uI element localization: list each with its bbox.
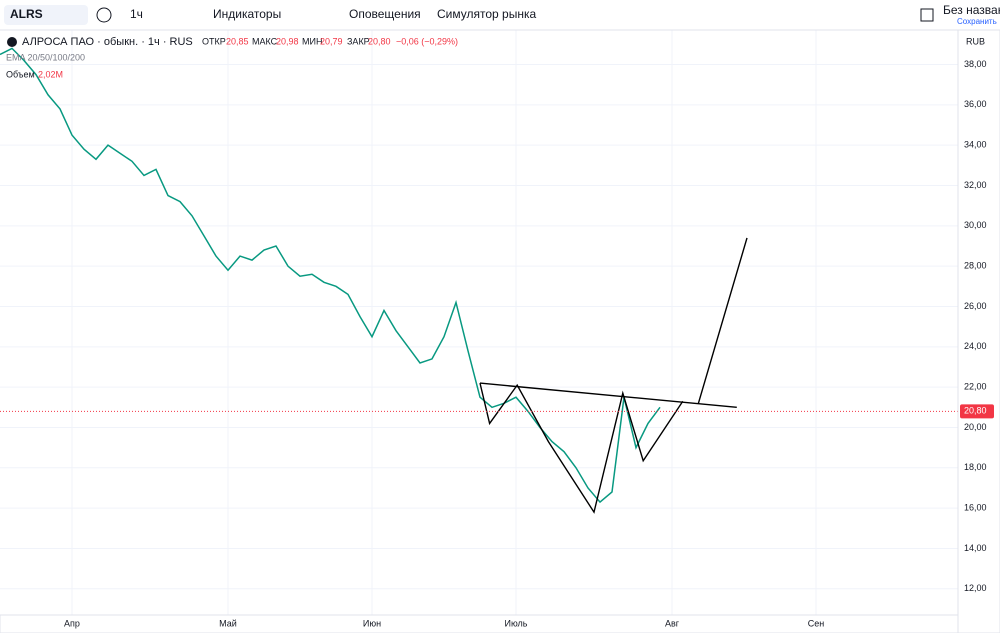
- symbol-box[interactable]: [4, 5, 88, 25]
- toolbar: [0, 0, 1000, 30]
- replay[interactable]: Симулятор рынка: [437, 7, 536, 21]
- currency[interactable]: RUB: [966, 36, 985, 46]
- low: 20,79: [320, 36, 343, 46]
- y-tick-label: 36,00: [964, 99, 987, 109]
- close-label: ЗАКР: [347, 36, 370, 46]
- x-tick-label: Авг: [665, 618, 680, 628]
- y-tick-label: 34,00: [964, 140, 987, 150]
- last-price-badge: [960, 404, 994, 419]
- alerts[interactable]: Оповещения: [349, 7, 421, 21]
- pattern-drawing: [479, 382, 737, 409]
- y-tick-label: 38,00: [964, 59, 987, 69]
- high: 20,98: [276, 36, 299, 46]
- ema: EMA 20/50/100/200: [6, 52, 85, 62]
- y-tick-label: 22,00: [964, 382, 987, 392]
- add-button[interactable]: [96, 7, 112, 23]
- symbol[interactable]: ALRS: [10, 7, 43, 21]
- y-tick-label: 12,00: [964, 583, 987, 593]
- axes: 12,00 14,00 16,00 18,00 20,00 22,00 24,00 26,00…: [64, 59, 994, 628]
- y-tick-label: 26,00: [964, 301, 987, 311]
- x-tick-label: Сен: [808, 618, 825, 628]
- low-label: МИН: [302, 36, 322, 46]
- layout-checkbox[interactable]: [920, 8, 934, 22]
- pattern-drawing: [479, 382, 684, 514]
- high-label: МАКС: [252, 36, 278, 46]
- open: 20,85: [226, 36, 249, 46]
- layout-name[interactable]: Без названия: [943, 3, 1000, 17]
- volume: 2,02M: [38, 69, 63, 79]
- y-tick-label: 30,00: [964, 220, 987, 230]
- y-tick-label: 32,00: [964, 180, 987, 190]
- y-tick-label: 20,00: [964, 422, 987, 432]
- change: −0,06 (−0,29%): [396, 36, 458, 46]
- y-tick-label: 28,00: [964, 261, 987, 271]
- interval[interactable]: 1ч: [130, 7, 143, 21]
- close: 20,80: [368, 36, 391, 46]
- x-tick-label: Апр: [64, 618, 80, 628]
- open-label: ОТКР: [202, 36, 226, 46]
- x-tick-label: Июль: [505, 618, 528, 628]
- volume-label: Объем: [6, 69, 35, 79]
- symbol-logo: [7, 37, 17, 47]
- y-tick-label: 14,00: [964, 543, 987, 553]
- indicators[interactable]: Индикаторы: [213, 7, 281, 21]
- last-price-label: 20,80: [964, 406, 987, 416]
- y-tick-label: 24,00: [964, 341, 987, 351]
- plot: [0, 30, 958, 615]
- time-axis: [0, 614, 959, 633]
- price-axis: [957, 29, 1000, 633]
- legend-name: АЛРОСА ПАО · обыкн. · 1ч · RUS: [22, 36, 193, 48]
- y-tick-label: 18,00: [964, 462, 987, 472]
- x-tick-label: Май: [219, 618, 237, 628]
- x-tick-label: Июн: [363, 618, 381, 628]
- y-tick-label: 16,00: [964, 503, 987, 513]
- pattern-drawing: [697, 237, 748, 404]
- save[interactable]: Сохранить: [957, 17, 997, 26]
- price-line: [0, 47, 661, 504]
